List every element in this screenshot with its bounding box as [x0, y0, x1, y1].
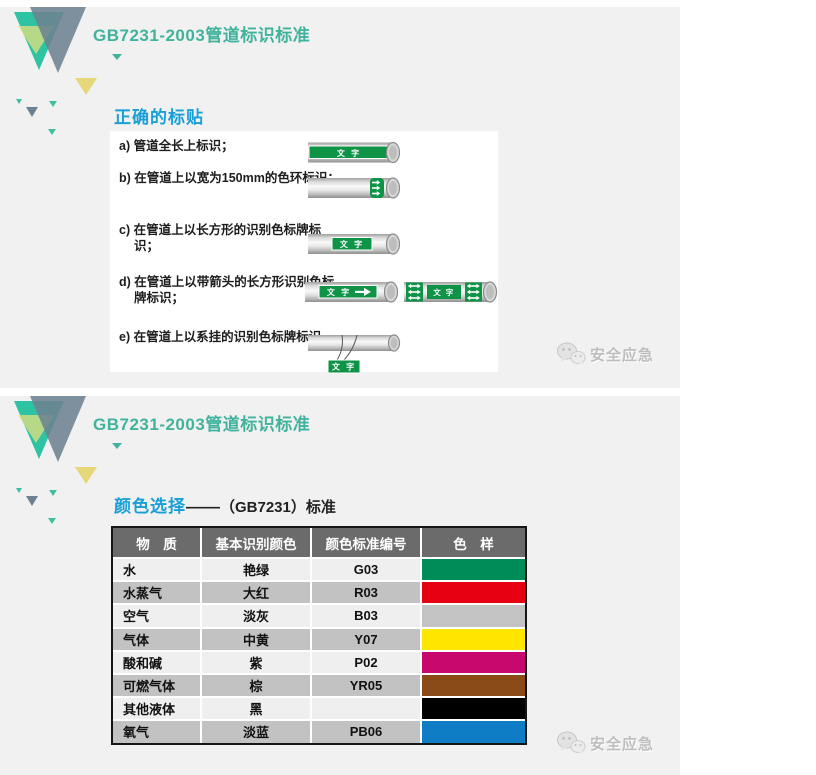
list-item-b: b) 在管道上以宽为150mm的色环标识； — [119, 171, 340, 185]
svg-text:文 字: 文 字 — [332, 362, 356, 372]
cell-color-name: 艳绿 — [202, 559, 312, 581]
section-title: 颜色选择——（GB7231）标准 — [114, 492, 336, 517]
list-item-e: e) 在管道上以系挂的识别色标牌标识。 — [119, 330, 334, 344]
table-header-row: 物 质 基本识别颜色 颜色标准编号 色 样 — [113, 528, 525, 557]
table-row: 可燃气体 棕 YR05 — [113, 672, 525, 697]
color-swatch — [422, 698, 525, 720]
cell-color-code: PB06 — [312, 721, 422, 743]
table-row: 酸和碱 紫 P02 — [113, 649, 525, 673]
caret-down-icon — [112, 54, 122, 60]
gray-triangle-icon — [26, 496, 38, 506]
cell-color-code: YR05 — [312, 674, 422, 697]
color-swatch — [422, 651, 525, 673]
watermark-logo: 安全应急 — [556, 730, 654, 756]
svg-text:文 字: 文 字 — [340, 239, 364, 249]
teal-triangle-icon — [49, 101, 57, 107]
slide-2: GB7231-2003管道标识标准 颜色选择——（GB7231）标准 物 质 基… — [0, 396, 680, 775]
teal-triangle-icon — [49, 490, 57, 496]
teal-triangle-icon — [48, 129, 56, 135]
cell-color-name: 大红 — [202, 582, 312, 604]
cell-color-code: B03 — [312, 605, 422, 627]
yellow-triangle-icon — [75, 467, 97, 484]
pipe-illustration-full-length: 文 字 — [308, 141, 400, 164]
table-row: 水蒸气 大红 R03 — [113, 580, 525, 604]
color-swatch — [422, 582, 525, 604]
cell-color-code: G03 — [312, 559, 422, 581]
list-item-c: c) 在管道上以长方形的识别色标牌标识； — [119, 223, 322, 254]
cell-color-code — [312, 698, 422, 720]
cell-substance: 水 — [113, 559, 202, 581]
color-standard-table: 物 质 基本识别颜色 颜色标准编号 色 样 水 艳绿 G03 水蒸气 大红 R0… — [111, 526, 527, 745]
column-header-color-code: 颜色标准编号 — [312, 528, 422, 557]
section-title-standard: （GB7231）标准 — [220, 499, 336, 516]
cell-color-code: P02 — [312, 651, 422, 673]
wechat-icon — [557, 731, 586, 755]
cell-color-name: 中黄 — [202, 628, 312, 650]
table-row: 气体 中黄 Y07 — [113, 626, 525, 650]
teal-triangle-icon — [16, 488, 22, 493]
cell-color-name: 棕 — [202, 674, 312, 697]
cell-color-code: Y07 — [312, 628, 422, 650]
pipe-illustration-plate-arrow: 文 字 — [305, 281, 399, 303]
yellow-triangle-icon — [75, 78, 97, 95]
table-row: 水 艳绿 G03 — [113, 557, 525, 581]
cell-color-name: 紫 — [202, 651, 312, 673]
color-swatch — [422, 674, 525, 697]
pipe-illustration-wrap-arrows: 文 字 — [404, 281, 498, 303]
column-header-substance: 物 质 — [113, 528, 202, 557]
column-header-base-color: 基本识别颜色 — [202, 528, 312, 557]
svg-text:文 字: 文 字 — [327, 287, 351, 297]
cell-substance: 酸和碱 — [113, 651, 202, 673]
cell-color-name: 淡蓝 — [202, 721, 312, 743]
pipe-illustration-ring — [308, 177, 400, 199]
svg-text:文 字: 文 字 — [433, 287, 455, 297]
section-title: 正确的标贴 — [114, 108, 204, 127]
corner-triangles-decoration — [14, 396, 86, 462]
color-swatch — [422, 628, 525, 650]
cell-substance: 气体 — [113, 628, 202, 650]
section-title-dash: —— — [186, 497, 220, 516]
teal-triangle-icon — [48, 518, 56, 524]
page-title: GB7231-2003管道标识标准 — [93, 415, 311, 434]
cell-color-name: 黑 — [202, 698, 312, 720]
pipe-illustration-hanging-tag: 文 字 — [308, 334, 401, 374]
slide-1: GB7231-2003管道标识标准 正确的标贴 a) 管道全长上标识； b) 在… — [0, 7, 680, 388]
color-swatch — [422, 721, 525, 743]
watermark-text: 安全应急 — [590, 346, 655, 364]
cell-color-name: 淡灰 — [202, 605, 312, 627]
cell-substance: 氧气 — [113, 721, 202, 743]
list-item-d: d) 在管道上以带箭头的长方形识别色标牌标识； — [119, 275, 335, 306]
cell-substance: 空气 — [113, 605, 202, 627]
table-row: 氧气 淡蓝 PB06 — [113, 719, 525, 743]
page-title: GB7231-2003管道标识标准 — [93, 26, 311, 45]
svg-text:文 字: 文 字 — [337, 148, 361, 158]
pipe-illustration-plate: 文 字 — [308, 233, 400, 255]
list-item-a: a) 管道全长上标识； — [119, 139, 234, 153]
color-swatch — [422, 605, 525, 627]
section-title-highlight: 颜色选择 — [114, 497, 186, 516]
cell-substance: 其他液体 — [113, 698, 202, 720]
column-header-sample: 色 样 — [453, 536, 494, 552]
table-row: 空气 淡灰 B03 — [113, 603, 525, 627]
caret-down-icon — [112, 443, 122, 449]
table-row: 其他液体 黑 — [113, 696, 525, 720]
watermark-logo: 安全应急 — [556, 341, 654, 367]
cell-substance: 水蒸气 — [113, 582, 202, 604]
watermark-text: 安全应急 — [590, 735, 655, 753]
teal-triangle-icon — [16, 99, 22, 104]
cell-color-code: R03 — [312, 582, 422, 604]
gray-triangle-icon — [26, 107, 38, 117]
cell-substance: 可燃气体 — [113, 674, 202, 697]
wechat-icon — [557, 342, 586, 366]
corner-triangles-decoration — [14, 7, 86, 73]
color-swatch — [422, 559, 525, 581]
content-panel: a) 管道全长上标识； b) 在管道上以宽为150mm的色环标识； c) 在管道… — [110, 131, 498, 374]
